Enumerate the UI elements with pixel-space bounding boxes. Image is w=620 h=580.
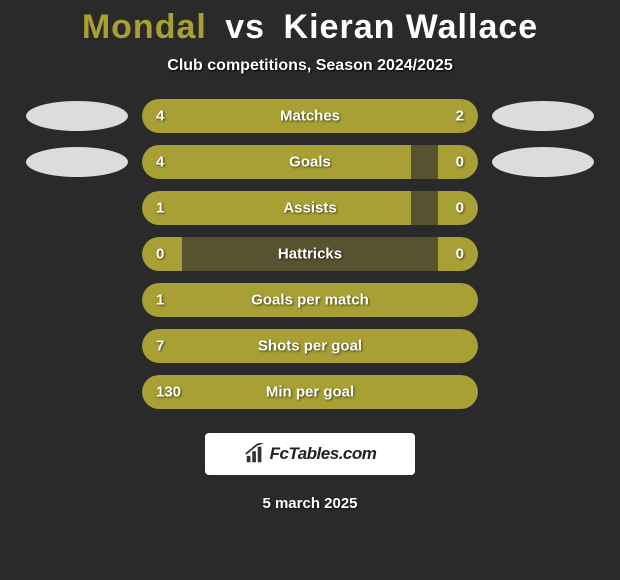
comparison-card: Mondal vs Kieran Wallace Club competitio…: [0, 0, 620, 580]
player2-badge: [492, 101, 594, 131]
stat-value-right: 0: [456, 246, 464, 263]
player1-badge: [26, 147, 128, 177]
stat-row: 4 Matches 2: [0, 99, 620, 133]
stat-row: 130 Min per goal: [0, 375, 620, 409]
vs-text: vs: [225, 8, 265, 46]
logo-text: FcTables.com: [270, 444, 377, 464]
stat-bar: 7 Shots per goal: [142, 329, 478, 363]
player1-name: Mondal: [82, 8, 207, 46]
stat-row: 1 Goals per match: [0, 283, 620, 317]
stat-bar: 1 Goals per match: [142, 283, 478, 317]
date-text: 5 march 2025: [262, 495, 357, 512]
stat-label: Goals: [289, 154, 331, 171]
stat-label: Hattricks: [278, 246, 342, 263]
stat-value-right: 2: [456, 108, 464, 125]
stat-row: 0 Hattricks 0: [0, 237, 620, 271]
subtitle: Club competitions, Season 2024/2025: [167, 57, 452, 75]
stat-bar: 4 Goals 0: [142, 145, 478, 179]
stat-value-left: 1: [156, 200, 164, 217]
stat-bar: 130 Min per goal: [142, 375, 478, 409]
player2-badge: [492, 147, 594, 177]
logo-badge[interactable]: FcTables.com: [205, 433, 415, 475]
stat-value-right: 0: [456, 200, 464, 217]
stat-bar: 1 Assists 0: [142, 191, 478, 225]
stat-label: Shots per goal: [258, 338, 362, 355]
page-title: Mondal vs Kieran Wallace: [82, 8, 538, 47]
stats-rows: 4 Matches 2 4 Goals 0 1 Assists 0 0 Hattricks 0 1 Goa…: [0, 99, 620, 409]
stat-value-left: 4: [156, 108, 164, 125]
stat-value-left: 0: [156, 246, 164, 263]
player2-name: Kieran Wallace: [284, 8, 539, 46]
stat-row: 1 Assists 0: [0, 191, 620, 225]
bar-fill-left: [142, 145, 411, 179]
chart-icon: [244, 443, 266, 465]
stat-bar: 0 Hattricks 0: [142, 237, 478, 271]
stat-bar: 4 Matches 2: [142, 99, 478, 133]
stat-value-right: 0: [456, 154, 464, 171]
stat-label: Min per goal: [266, 384, 354, 401]
stat-label: Assists: [283, 200, 336, 217]
stat-value-left: 1: [156, 292, 164, 309]
stat-label: Goals per match: [251, 292, 369, 309]
stat-row: 7 Shots per goal: [0, 329, 620, 363]
stat-value-left: 130: [156, 384, 181, 401]
stat-value-left: 7: [156, 338, 164, 355]
bar-fill-left: [142, 191, 411, 225]
stat-value-left: 4: [156, 154, 164, 171]
stat-label: Matches: [280, 108, 340, 125]
player1-badge: [26, 101, 128, 131]
stat-row: 4 Goals 0: [0, 145, 620, 179]
